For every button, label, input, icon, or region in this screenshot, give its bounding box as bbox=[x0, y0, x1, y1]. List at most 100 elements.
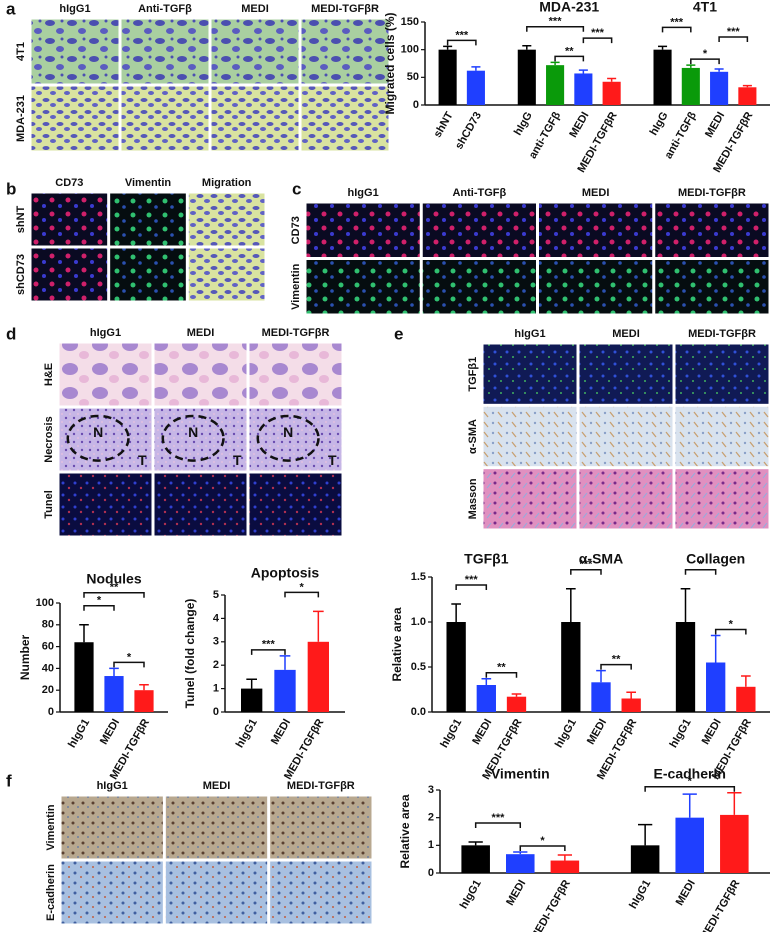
y-tick-label: 2 bbox=[213, 659, 219, 671]
group-title: α-SMA bbox=[579, 551, 623, 567]
y-tick-label: 20 bbox=[42, 684, 54, 696]
error-bar bbox=[578, 69, 588, 74]
micrograph bbox=[121, 86, 209, 151]
y-axis-label: Relative area bbox=[390, 607, 404, 681]
error-bar bbox=[79, 624, 89, 643]
significance-bracket bbox=[661, 26, 692, 33]
bar bbox=[550, 860, 580, 873]
micrograph bbox=[301, 19, 389, 84]
y-tick-label: 50 bbox=[407, 71, 419, 83]
bar bbox=[736, 686, 756, 712]
bar bbox=[134, 690, 154, 712]
bar bbox=[307, 641, 329, 712]
error-bar bbox=[451, 603, 461, 622]
micrograph bbox=[110, 248, 186, 301]
x-tick-label: MEDI bbox=[504, 878, 528, 908]
significance-bracket bbox=[455, 584, 488, 590]
y-tick-label: 60 bbox=[42, 641, 54, 653]
micrograph bbox=[31, 193, 108, 246]
column-label: Anti-TGFβ bbox=[452, 187, 506, 199]
significance-label: ** bbox=[110, 582, 119, 594]
x-tick-label: MEDI bbox=[470, 717, 494, 747]
bar bbox=[561, 622, 581, 712]
significance-label: *** bbox=[262, 639, 276, 651]
column-label: MEDI bbox=[612, 328, 640, 340]
error-bar bbox=[686, 64, 696, 68]
y-tick-label: 1 bbox=[213, 683, 219, 695]
group-title: Nodules bbox=[86, 571, 141, 587]
error-bar bbox=[680, 587, 691, 622]
bar bbox=[681, 67, 700, 105]
necrosis-outline bbox=[66, 414, 130, 462]
necrosis-mark: N bbox=[188, 424, 198, 440]
y-tick-label: 1.5 bbox=[411, 571, 426, 583]
significance-label: * bbox=[97, 595, 102, 607]
significance-label: * bbox=[688, 776, 693, 788]
error-bar bbox=[513, 851, 528, 855]
bar bbox=[241, 688, 263, 712]
error-bar bbox=[638, 823, 653, 846]
x-tick-label: MEDI bbox=[269, 717, 293, 747]
group-title: MDA-231 bbox=[539, 0, 599, 15]
bar bbox=[720, 814, 749, 873]
x-tick-label: hIgG1 bbox=[234, 717, 260, 750]
micrograph bbox=[422, 203, 536, 257]
group-title: E-cadherin bbox=[654, 766, 726, 782]
significance-label: * bbox=[703, 48, 708, 60]
column-label: Migration bbox=[202, 177, 252, 189]
row-label: H&E bbox=[43, 363, 55, 386]
significance-bracket bbox=[83, 592, 145, 598]
micrograph bbox=[61, 861, 163, 924]
x-tick-label: MEDI bbox=[567, 110, 591, 140]
y-tick-label: 3 bbox=[428, 784, 434, 796]
significance-label: *** bbox=[579, 559, 593, 571]
significance-bracket bbox=[485, 671, 518, 678]
x-tick-label: MEDI-TGFβR bbox=[698, 878, 742, 932]
micrograph bbox=[188, 248, 265, 301]
significance-bracket bbox=[554, 55, 585, 62]
micrograph bbox=[579, 344, 673, 404]
significance-bracket bbox=[644, 786, 736, 792]
column-label: MEDI-TGFβR bbox=[688, 328, 756, 340]
bar bbox=[506, 854, 535, 873]
significance-label: * bbox=[729, 618, 734, 630]
bar bbox=[738, 87, 757, 105]
significance-label: *** bbox=[727, 26, 741, 38]
bar bbox=[466, 70, 485, 105]
tumor-mark: T bbox=[233, 452, 242, 468]
panel-letter: b bbox=[6, 179, 16, 198]
micrograph bbox=[306, 260, 420, 314]
y-axis-label: Number bbox=[18, 635, 32, 681]
significance-bracket bbox=[600, 663, 632, 670]
panel-letter: e bbox=[394, 324, 403, 343]
y-tick-label: 5 bbox=[213, 589, 219, 601]
micrograph bbox=[539, 203, 653, 257]
row-label: MDA-231 bbox=[15, 95, 27, 142]
column-label: MEDI bbox=[241, 3, 269, 15]
error-bar bbox=[682, 793, 697, 818]
y-tick-label: 0.0 bbox=[411, 706, 426, 718]
error-bar bbox=[443, 45, 453, 50]
panel-letter: f bbox=[6, 771, 12, 790]
y-axis-label: Tunel (fold change) bbox=[183, 599, 197, 709]
micrograph bbox=[483, 469, 577, 529]
column-label: MEDI-TGFβR bbox=[678, 187, 746, 199]
significance-label: * bbox=[540, 835, 545, 847]
error-bar bbox=[109, 667, 119, 677]
micrograph bbox=[31, 248, 108, 301]
x-tick-label: MEDI bbox=[585, 717, 609, 747]
y-tick-label: 1 bbox=[428, 839, 434, 851]
x-tick-label: hIgG1 bbox=[668, 717, 694, 750]
significance-bracket bbox=[570, 568, 602, 575]
x-tick-label: MEDI bbox=[700, 717, 724, 747]
necrosis-outline bbox=[161, 414, 225, 462]
error-bar bbox=[626, 691, 637, 699]
group-title: Collagen bbox=[686, 551, 745, 567]
bar bbox=[630, 845, 660, 873]
x-tick-label: MEDI bbox=[703, 110, 727, 140]
micrograph bbox=[655, 203, 769, 257]
micrograph bbox=[59, 473, 152, 536]
bar bbox=[517, 49, 536, 105]
significance-label: *** bbox=[492, 812, 506, 824]
